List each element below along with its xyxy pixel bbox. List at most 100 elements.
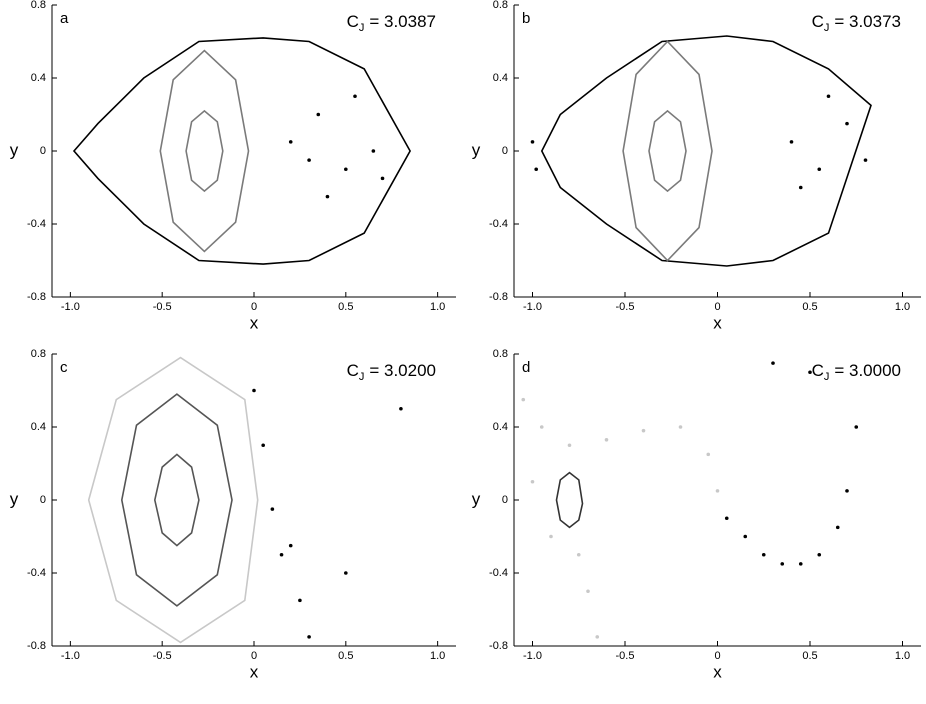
point — [586, 589, 590, 594]
orbit — [120, 393, 233, 607]
annotation: CJ = 3.0000 — [812, 361, 901, 382]
orbit — [555, 471, 584, 529]
y-tick-label: -0.8 — [489, 291, 508, 303]
y-tick-label: 0 — [40, 145, 46, 157]
panel: -1.0 -0.5 0 0.5 1.0 -0.8 -0.4 0 0.4 0.8 x y c CJ = 3.0… — [10, 348, 456, 681]
panel: -1.0 -0.5 0 0.5 1.0 -0.8 -0.4 0 0.4 0.8 x y a CJ = 3.0… — [10, 0, 456, 332]
x-tick-label: 1.0 — [430, 301, 445, 313]
orbit — [540, 35, 872, 267]
point — [539, 425, 544, 429]
x-tick-label: -1.0 — [61, 650, 80, 662]
point — [288, 543, 293, 548]
x-tick-label: 0 — [251, 650, 257, 662]
x-tick-label: -0.5 — [616, 301, 635, 313]
x-axis-title: x — [713, 313, 722, 332]
x-axis-title: x — [250, 662, 259, 681]
point — [678, 425, 683, 429]
x-axis-title: x — [250, 313, 259, 332]
point — [567, 443, 572, 448]
point — [307, 158, 311, 162]
y-axis-title: y — [472, 140, 481, 159]
annotation: CJ = 3.0200 — [347, 361, 436, 382]
point — [288, 140, 293, 144]
orbit — [72, 37, 412, 265]
y-tick-label: 0.8 — [493, 0, 508, 11]
annotation-symbol: C — [347, 12, 359, 31]
point — [576, 552, 581, 557]
point — [325, 194, 330, 199]
orbit — [622, 40, 713, 262]
orbit — [648, 109, 687, 193]
panel-letter: a — [60, 10, 69, 27]
annotation-text: = 3.0373 — [834, 12, 901, 31]
x-tick-label: 1.0 — [895, 301, 910, 313]
point — [298, 598, 302, 603]
annotation-subscript: J — [824, 22, 830, 34]
point — [715, 489, 720, 493]
point — [724, 516, 729, 521]
point — [854, 425, 859, 429]
orbit — [153, 453, 200, 547]
point — [798, 562, 803, 566]
y-tick-label: -0.8 — [27, 291, 46, 303]
point — [399, 406, 403, 411]
panel-letter: c — [60, 359, 68, 376]
x-tick-label: 1.0 — [430, 650, 445, 662]
point — [817, 552, 822, 557]
x-tick-label: -1.0 — [523, 650, 542, 662]
point — [780, 562, 785, 566]
point — [771, 361, 775, 365]
y-tick-label: -0.8 — [489, 640, 508, 652]
y-tick-label: -0.4 — [489, 567, 508, 579]
annotation-subscript: J — [824, 371, 830, 383]
x-axis-title: x — [713, 662, 722, 681]
x-tick-label: -1.0 — [61, 301, 80, 313]
y-tick-label: 0 — [502, 145, 508, 157]
x-tick-label: 0.5 — [338, 301, 353, 313]
point — [344, 571, 348, 575]
point — [307, 635, 311, 639]
point — [371, 149, 376, 153]
x-tick-label: 0 — [714, 650, 720, 662]
point — [706, 452, 711, 457]
x-tick-label: 0 — [714, 301, 720, 313]
annotation-text: = 3.0000 — [834, 361, 901, 380]
y-tick-label: -0.8 — [27, 640, 46, 652]
x-tick-label: -0.5 — [153, 301, 172, 313]
x-tick-label: -0.5 — [153, 650, 172, 662]
x-tick-label: 0 — [251, 301, 257, 313]
point — [863, 158, 868, 162]
point — [835, 525, 840, 530]
annotation-text: = 3.0200 — [369, 361, 436, 380]
y-tick-label: 0.8 — [31, 348, 46, 360]
point — [521, 397, 526, 402]
point — [595, 635, 600, 639]
point — [817, 167, 822, 172]
annotation-subscript: J — [359, 22, 365, 34]
point — [530, 140, 535, 144]
y-axis-title: y — [10, 140, 19, 159]
annotation: CJ = 3.0387 — [347, 12, 436, 33]
annotation-symbol: C — [812, 361, 824, 380]
y-axis-title: y — [472, 489, 481, 508]
point — [845, 489, 849, 493]
point — [534, 167, 538, 172]
point — [845, 121, 849, 126]
point — [270, 507, 275, 511]
point — [530, 479, 535, 484]
orbit — [87, 356, 259, 644]
orbit — [159, 49, 250, 253]
point — [344, 167, 348, 172]
x-tick-label: 0.5 — [802, 301, 817, 313]
y-tick-label: 0.8 — [493, 348, 508, 360]
point — [252, 388, 256, 393]
y-tick-label: -0.4 — [27, 567, 46, 579]
panel: -1.0 -0.5 0 0.5 1.0 -0.8 -0.4 0 0.4 0.8 x y b CJ = 3.0… — [472, 0, 921, 332]
x-tick-label: 1.0 — [895, 650, 910, 662]
point — [641, 428, 646, 433]
point — [380, 176, 385, 181]
y-tick-label: 0.4 — [31, 72, 46, 84]
point — [826, 94, 831, 99]
point — [604, 437, 609, 442]
